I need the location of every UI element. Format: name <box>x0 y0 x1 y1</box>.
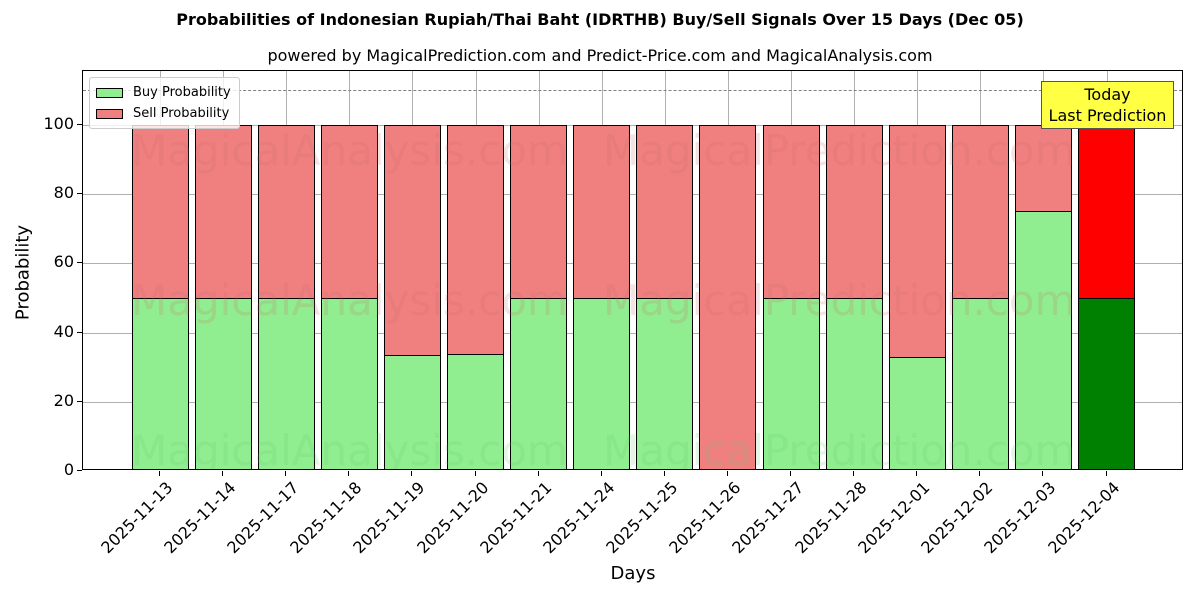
sell-bar <box>447 124 504 355</box>
sell-bar <box>194 124 252 299</box>
x-tick <box>663 471 665 476</box>
legend-sell-label: Sell Probability <box>133 106 230 121</box>
sell-bar <box>636 124 694 299</box>
y-tick <box>77 123 82 125</box>
x-tick <box>537 471 539 476</box>
sell-bar <box>257 124 315 299</box>
x-tick <box>474 471 476 476</box>
gridline-horizontal <box>83 124 1182 126</box>
annotation-line-1: Today <box>1084 85 1131 104</box>
y-tick-label: 100 <box>43 113 74 133</box>
buy-bar <box>447 353 504 469</box>
buy-bar <box>636 297 694 469</box>
reference-line <box>83 90 1182 92</box>
buy-swatch-icon <box>96 87 123 98</box>
legend-buy-label: Buy Probability <box>133 85 231 100</box>
y-tick <box>77 193 82 195</box>
y-tick-label: 0 <box>63 460 74 479</box>
sell-bar <box>888 124 946 359</box>
sell-swatch-icon <box>96 108 123 119</box>
x-tick <box>159 471 160 476</box>
y-tick <box>77 331 82 333</box>
sell-bar <box>762 124 820 299</box>
sell-bar <box>1078 124 1135 299</box>
plot-area: MagicalAnalysis.comMagicalPrediction.com… <box>82 70 1183 470</box>
buy-bar <box>510 297 568 469</box>
buy-bar <box>825 297 883 469</box>
x-tick <box>222 471 224 476</box>
legend: Buy Probability Sell Probability <box>89 77 240 129</box>
today-annotation: Today Last Prediction <box>1041 81 1174 129</box>
buy-bar <box>1078 297 1135 469</box>
y-tick-label: 80 <box>53 183 74 203</box>
buy-bar <box>762 297 820 469</box>
gridline-horizontal <box>83 263 1182 265</box>
gridline-horizontal <box>83 401 1182 403</box>
buy-bar <box>194 297 252 469</box>
x-tick <box>348 471 350 476</box>
x-tick <box>1105 471 1107 476</box>
buy-bar <box>320 297 378 469</box>
x-tick <box>411 471 413 476</box>
y-axis-label: Probability <box>12 224 34 321</box>
sell-bar <box>320 124 378 299</box>
x-tick <box>600 471 602 476</box>
buy-bar <box>573 297 631 469</box>
sell-bar <box>510 124 568 299</box>
x-tick <box>916 471 918 476</box>
sell-bar <box>383 124 441 357</box>
y-tick-label: 60 <box>53 252 74 272</box>
y-tick <box>77 262 82 264</box>
gridline-horizontal <box>83 332 1182 334</box>
sell-bar <box>825 124 883 299</box>
x-tick <box>790 471 791 476</box>
sell-bar <box>131 124 189 299</box>
sell-bar <box>951 124 1009 299</box>
legend-item-buy: Buy Probability <box>96 82 231 103</box>
y-tick <box>77 400 82 402</box>
sell-bar <box>699 124 757 469</box>
buy-bar <box>951 297 1009 469</box>
x-tick <box>1042 471 1044 476</box>
x-tick <box>853 471 855 476</box>
buy-bar <box>383 355 441 469</box>
x-tick <box>979 471 981 476</box>
x-axis-label: Days <box>610 563 656 584</box>
buy-bar <box>888 357 946 469</box>
chart-subtitle: powered by MagicalPrediction.com and Pre… <box>267 46 933 65</box>
annotation-line-2: Last Prediction <box>1048 106 1167 125</box>
buy-bar <box>131 297 189 469</box>
y-tick-label: 40 <box>53 321 74 341</box>
sell-bar <box>1014 124 1072 212</box>
x-tick <box>726 471 728 476</box>
gridline-horizontal <box>83 194 1182 196</box>
legend-item-sell: Sell Probability <box>96 103 231 124</box>
buy-bar <box>257 297 315 469</box>
buy-bar <box>1014 211 1072 469</box>
sell-bar <box>573 124 631 299</box>
chart-title: Probabilities of Indonesian Rupiah/Thai … <box>176 10 1024 29</box>
x-tick <box>285 471 287 476</box>
y-tick-label: 20 <box>53 390 74 410</box>
y-tick <box>77 470 82 471</box>
